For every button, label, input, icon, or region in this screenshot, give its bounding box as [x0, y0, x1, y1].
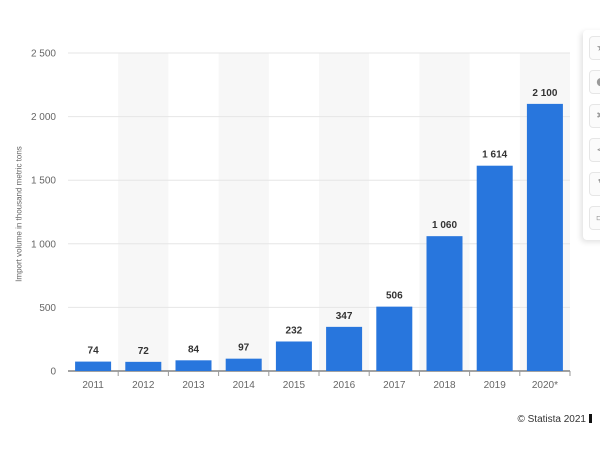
- x-tick-label: 2013: [182, 380, 205, 391]
- bar: [225, 358, 262, 371]
- data-label: 1 614: [482, 150, 507, 161]
- bar: [75, 361, 112, 371]
- x-tick-label: 2019: [484, 380, 507, 391]
- x-tick-label: 2015: [283, 380, 306, 391]
- flag-icon: [589, 414, 592, 423]
- column-band: [218, 53, 269, 371]
- x-tick-label: 2011: [82, 380, 104, 391]
- quote-icon[interactable]: ❞: [589, 172, 600, 196]
- data-label: 347: [336, 311, 353, 322]
- y-tick-label: 1 500: [31, 176, 56, 187]
- data-label: 72: [138, 346, 150, 357]
- y-tick-label: 500: [39, 303, 56, 314]
- y-tick-label: 2 000: [31, 112, 56, 123]
- data-label: 506: [386, 291, 403, 302]
- bell-icon[interactable]: ●: [589, 70, 600, 94]
- x-tick-label: 2014: [233, 380, 256, 391]
- x-tick-label: 2012: [132, 380, 155, 391]
- x-tick-label: 2020*: [532, 380, 558, 391]
- star-icon[interactable]: ★: [589, 36, 600, 60]
- data-label: 74: [88, 346, 100, 357]
- data-label: 232: [286, 325, 303, 336]
- bar: [426, 236, 463, 371]
- bar: [526, 103, 563, 371]
- data-label: 97: [238, 343, 250, 354]
- bar: [175, 360, 212, 371]
- data-label: 1 060: [432, 220, 457, 231]
- column-band: [319, 53, 370, 371]
- tool-sidebar: ★ ● ✱ < ❞ ▭: [583, 30, 600, 240]
- bar: [275, 341, 312, 371]
- y-tick-label: 1 000: [31, 239, 56, 250]
- gear-icon[interactable]: ✱: [589, 104, 600, 128]
- y-tick-label: 2 500: [31, 49, 56, 60]
- print-icon[interactable]: ▭: [589, 206, 600, 230]
- y-tick-label: 0: [50, 367, 56, 378]
- y-axis-title-text: Import volume in thousand metric tons: [14, 146, 24, 282]
- x-tick-label: 2018: [433, 380, 456, 391]
- bar: [125, 361, 162, 371]
- share-icon[interactable]: <: [589, 138, 600, 162]
- data-label: 84: [188, 344, 200, 355]
- bar: [326, 326, 363, 371]
- statista-credit[interactable]: © Statista 2021: [517, 414, 592, 425]
- x-tick-label: 2017: [383, 380, 406, 391]
- credit-text: © Statista 2021: [517, 414, 586, 425]
- x-tick-label: 2016: [333, 380, 356, 391]
- data-label: 2 100: [532, 88, 557, 99]
- column-band: [118, 53, 169, 371]
- bar: [376, 306, 413, 371]
- bar: [476, 165, 513, 371]
